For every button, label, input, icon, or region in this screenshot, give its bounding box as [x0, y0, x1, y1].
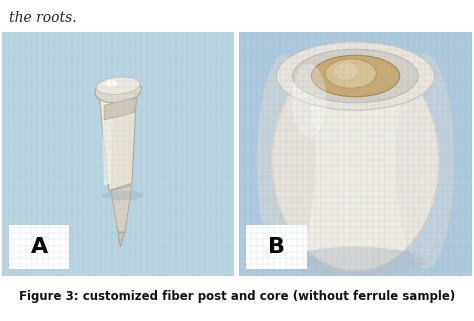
Ellipse shape	[311, 55, 400, 97]
Text: the roots.: the roots.	[9, 11, 77, 25]
Polygon shape	[100, 93, 137, 191]
Ellipse shape	[102, 191, 144, 200]
Ellipse shape	[96, 77, 140, 94]
Ellipse shape	[257, 54, 315, 269]
Polygon shape	[111, 186, 132, 232]
Polygon shape	[102, 98, 113, 186]
Ellipse shape	[335, 63, 358, 80]
Polygon shape	[104, 98, 134, 120]
Ellipse shape	[396, 54, 454, 269]
Ellipse shape	[325, 59, 376, 88]
Text: B: B	[268, 237, 285, 257]
Bar	[246, 225, 307, 269]
Ellipse shape	[104, 80, 118, 87]
Ellipse shape	[292, 64, 327, 137]
Text: Figure 3: customized fiber post and core (without ferrule sample): Figure 3: customized fiber post and core…	[19, 290, 455, 303]
Ellipse shape	[293, 49, 418, 103]
Polygon shape	[118, 232, 125, 247]
Ellipse shape	[286, 247, 425, 276]
Bar	[9, 225, 70, 269]
Ellipse shape	[95, 78, 141, 103]
Ellipse shape	[272, 52, 439, 271]
Text: A: A	[31, 237, 48, 257]
Ellipse shape	[276, 42, 435, 110]
